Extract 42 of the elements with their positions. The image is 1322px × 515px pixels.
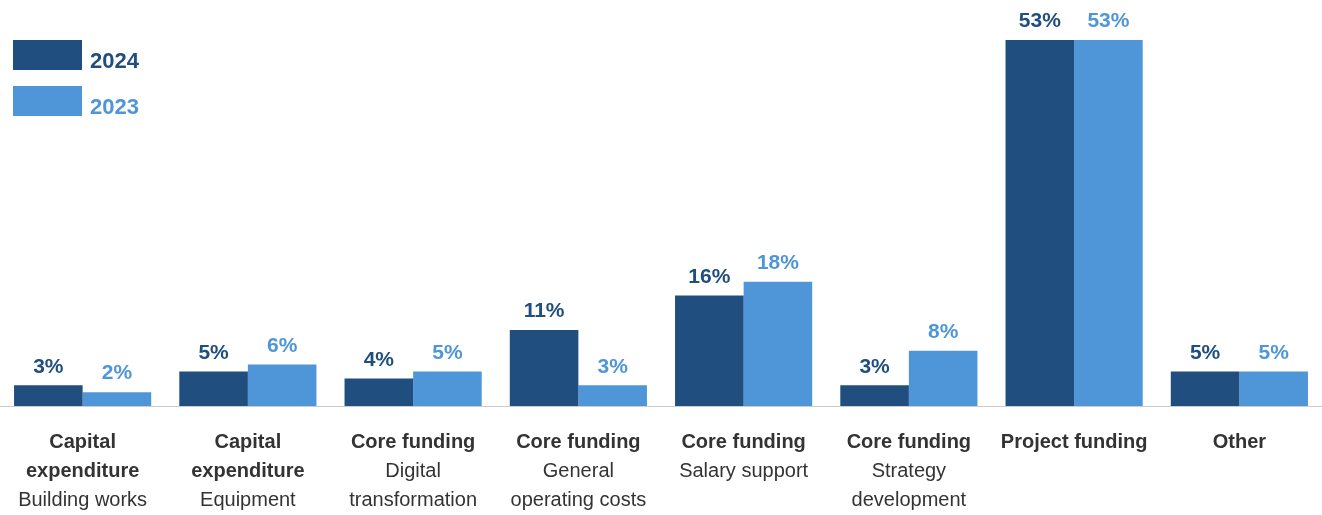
x-tick-label: Capital expenditure Building works — [18, 429, 148, 510]
data-label: 3% — [859, 353, 891, 377]
data-label: 53% — [1087, 8, 1130, 32]
data-label: 53% — [1018, 8, 1062, 32]
bar — [413, 371, 482, 406]
bar — [179, 371, 248, 406]
bar — [908, 350, 978, 406]
bar — [344, 378, 414, 406]
data-label: 3% — [33, 353, 64, 377]
x-tick-label: Core funding Salary support — [679, 429, 809, 481]
bar — [509, 330, 579, 406]
data-label: 4% — [363, 346, 395, 370]
data-label: 5% — [1258, 339, 1290, 363]
data-label: 5% — [1189, 339, 1221, 363]
data-label: 5% — [198, 339, 230, 363]
bar — [14, 385, 83, 406]
x-tick-label: Other — [1212, 429, 1267, 452]
bar — [675, 295, 744, 406]
bar — [840, 385, 909, 406]
x-tick-label: Core funding Strategy development — [846, 429, 972, 510]
x-tick-label: Core funding Digital transformation — [349, 429, 478, 510]
legend-label: 2024 — [90, 48, 140, 74]
legend-label: 2023 — [90, 94, 139, 120]
bar — [1074, 40, 1143, 406]
bar — [578, 385, 647, 406]
x-tick-label: Project funding — [1000, 429, 1148, 452]
bar — [743, 281, 813, 406]
bar — [82, 392, 152, 406]
data-label: 16% — [688, 263, 731, 287]
data-label: 3% — [597, 353, 629, 377]
bar — [1170, 371, 1240, 406]
bar — [1239, 371, 1308, 406]
x-tick-label: Capital expenditure Equipment — [191, 429, 305, 510]
bar — [1005, 40, 1075, 406]
data-label: 18% — [756, 249, 800, 273]
data-label: 2% — [101, 360, 133, 384]
x-tick-label: Core funding General operating costs — [510, 429, 647, 510]
data-label: 11% — [523, 298, 565, 322]
data-label: 8% — [927, 319, 959, 343]
data-label: 5% — [432, 339, 463, 363]
bar — [247, 364, 317, 406]
data-label: 6% — [266, 332, 298, 356]
